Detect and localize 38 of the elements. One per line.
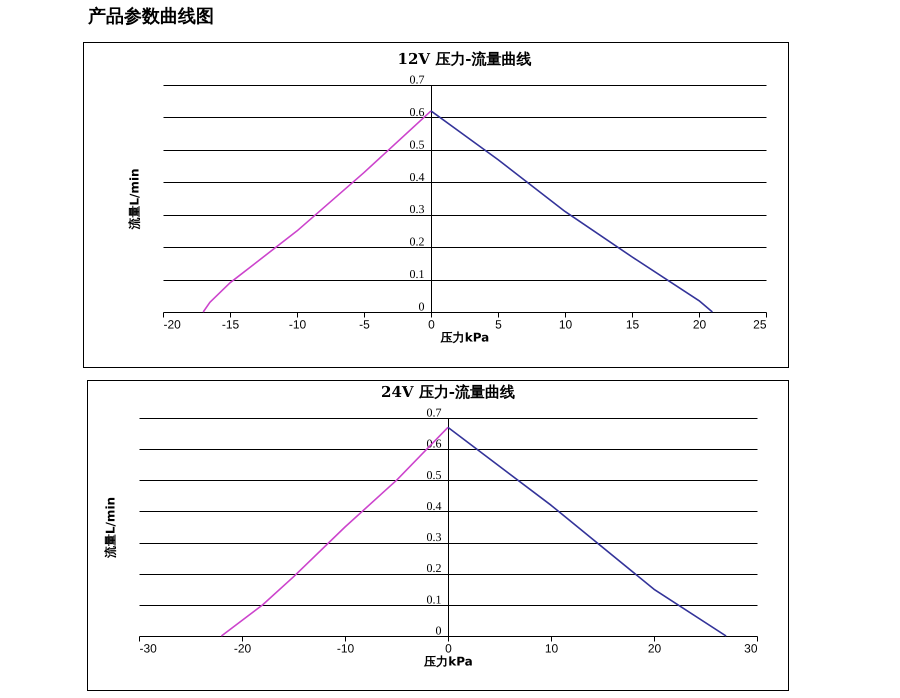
x-tick-label: -30 — [140, 642, 158, 656]
x-tick-label: -20 — [234, 642, 252, 656]
x-axis-title: 压力kPa — [440, 330, 490, 344]
x-tick-label: 10 — [544, 642, 558, 656]
chart-title: 12V 压力-流量曲线 — [398, 50, 532, 68]
y-tick-label: 0 — [436, 624, 442, 638]
y-tick-label: 0.3 — [426, 530, 442, 544]
y-tick-label: 0.1 — [426, 592, 442, 606]
x-tick-label: 5 — [495, 318, 502, 332]
y-tick-label: 0.4 — [410, 170, 424, 184]
x-tick-label: -20 — [164, 318, 182, 332]
y-tick-label: 0.5 — [410, 137, 424, 152]
text: 产品参数曲线图 — [88, 5, 214, 28]
y-tick-label: 0.2 — [426, 561, 442, 576]
y-axis-title: 流量L/min — [128, 168, 142, 231]
x-tick-label: 25 — [753, 318, 767, 332]
x-tick-label: 30 — [744, 642, 758, 656]
y-tick-label: 0 — [418, 300, 424, 314]
y-tick-label: 0.6 — [410, 104, 424, 119]
x-tick-label: 20 — [692, 318, 706, 332]
x-tick-label: -15 — [222, 318, 240, 332]
y-tick-label: 0.1 — [410, 267, 424, 282]
y-tick-label: 0.4 — [426, 498, 442, 513]
y-tick-label: 0.7 — [426, 406, 442, 420]
x-tick-label: 15 — [626, 318, 640, 332]
y-tick-label: 0.2 — [410, 234, 424, 249]
x-tick-label: 10 — [558, 318, 572, 332]
chart-title: 24V 压力-流量曲线 — [381, 383, 515, 401]
y-tick-label: 0.3 — [410, 202, 424, 216]
x-axis-title: 压力kPa — [423, 654, 473, 668]
x-tick-label: 0 — [445, 642, 452, 656]
x-tick-label: 20 — [648, 642, 662, 656]
x-tick-label: -10 — [288, 318, 306, 332]
y-tick-label: 0.7 — [410, 72, 424, 86]
x-tick-label: -10 — [336, 642, 354, 656]
y-axis-title: 流量L/min — [104, 496, 118, 560]
x-tick-label: -5 — [359, 318, 370, 332]
y-tick-label: 0.5 — [426, 468, 442, 482]
